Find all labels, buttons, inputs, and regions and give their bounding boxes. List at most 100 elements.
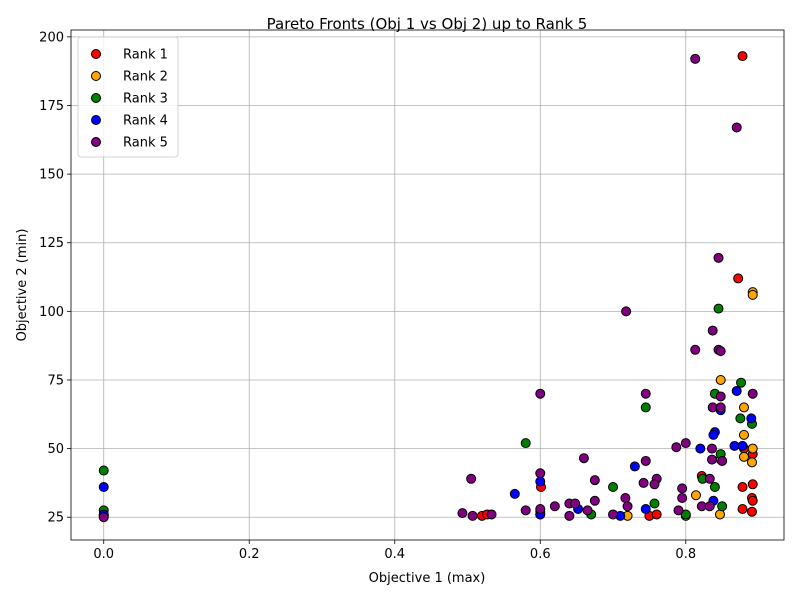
legend-marker — [91, 115, 101, 125]
y-tick-label: 200 — [39, 30, 64, 45]
legend: Rank 1 Rank 2 Rank 3 Rank 4 Rank 5 — [77, 36, 179, 158]
data-point — [738, 402, 749, 413]
data-point — [747, 479, 758, 490]
data-point — [715, 391, 726, 402]
data-point — [690, 490, 701, 501]
data-point — [747, 443, 758, 454]
data-point — [737, 51, 748, 62]
data-point — [714, 509, 725, 520]
series-rank-5 — [98, 53, 758, 523]
y-tick-label: 175 — [39, 99, 64, 114]
data-point — [535, 388, 546, 399]
data-point — [608, 482, 619, 493]
data-points — [98, 51, 758, 523]
y-tick-label: 150 — [39, 168, 64, 183]
data-point — [486, 509, 497, 520]
data-point — [535, 503, 546, 514]
data-point — [717, 501, 728, 512]
data-point — [621, 306, 632, 317]
legend-label: Rank 2 — [123, 70, 168, 85]
data-point — [709, 482, 720, 493]
plot-frame — [70, 29, 785, 541]
chart-title: Pareto Fronts (Obj 1 vs Obj 2) up to Ran… — [267, 15, 588, 33]
series-rank-1 — [98, 51, 758, 521]
legend-marker — [91, 49, 101, 59]
data-point — [704, 473, 715, 484]
data-point — [737, 503, 748, 514]
legend-label: Rank 3 — [123, 92, 168, 107]
data-point — [629, 461, 640, 472]
data-point — [638, 477, 649, 488]
data-point — [715, 374, 726, 385]
y-tick-label: 100 — [39, 305, 64, 320]
data-point — [690, 344, 701, 355]
data-point — [731, 122, 742, 133]
legend-label: Rank 1 — [123, 48, 168, 63]
data-point — [98, 482, 109, 493]
series-rank-3 — [98, 303, 757, 520]
data-point — [673, 505, 684, 516]
x-tick-label: 0.6 — [530, 547, 551, 562]
data-point — [738, 429, 749, 440]
data-point — [731, 385, 742, 396]
x-axis-label: Objective 1 (max) — [369, 571, 486, 586]
data-point — [677, 483, 688, 494]
data-point — [509, 488, 520, 499]
data-point — [677, 493, 688, 504]
y-tick-label: 25 — [47, 511, 64, 526]
data-point — [695, 443, 706, 454]
data-point — [520, 505, 531, 516]
data-point — [467, 510, 478, 521]
data-point — [578, 453, 589, 464]
data-point — [746, 457, 757, 468]
data-point — [589, 475, 600, 486]
data-point — [737, 440, 748, 451]
data-point — [747, 495, 758, 506]
data-point — [589, 495, 600, 506]
legend-marker — [91, 71, 101, 81]
data-point — [713, 252, 724, 263]
y-axis-label: Objective 2 (min) — [15, 229, 30, 342]
data-point — [98, 465, 109, 476]
legend-marker — [91, 137, 101, 147]
x-tick-label: 0.4 — [384, 547, 405, 562]
data-point — [735, 413, 746, 424]
data-point — [570, 498, 581, 509]
data-point — [733, 273, 744, 284]
y-axis-ticks: 25 50 75 100 125 150 175 200 — [39, 30, 71, 526]
x-tick-label: 0.8 — [675, 547, 696, 562]
data-point — [535, 476, 546, 487]
data-point — [738, 451, 749, 462]
data-point — [622, 501, 633, 512]
grid — [71, 30, 784, 540]
legend-label: Rank 5 — [123, 136, 168, 151]
data-point — [707, 325, 718, 336]
data-point — [535, 468, 546, 479]
data-point — [640, 388, 651, 399]
data-point — [649, 498, 660, 509]
data-point — [746, 506, 757, 517]
legend-label: Rank 4 — [123, 114, 168, 129]
data-point — [649, 479, 660, 490]
data-point — [715, 402, 726, 413]
data-point — [704, 501, 715, 512]
y-tick-label: 125 — [39, 236, 64, 251]
data-point — [706, 443, 717, 454]
data-point — [640, 503, 651, 514]
data-point — [582, 505, 593, 516]
data-point — [680, 438, 691, 449]
y-tick-label: 75 — [47, 373, 64, 388]
data-point — [715, 346, 726, 357]
data-point — [564, 510, 575, 521]
x-axis-ticks: 0.0 0.2 0.4 0.6 0.8 — [93, 540, 696, 562]
x-tick-label: 0.2 — [239, 547, 260, 562]
data-point — [717, 455, 728, 466]
data-point — [640, 402, 651, 413]
data-point — [671, 442, 682, 453]
data-point — [736, 377, 747, 388]
data-point — [708, 429, 719, 440]
legend-marker — [91, 93, 101, 103]
data-point — [620, 493, 631, 504]
data-point — [640, 455, 651, 466]
